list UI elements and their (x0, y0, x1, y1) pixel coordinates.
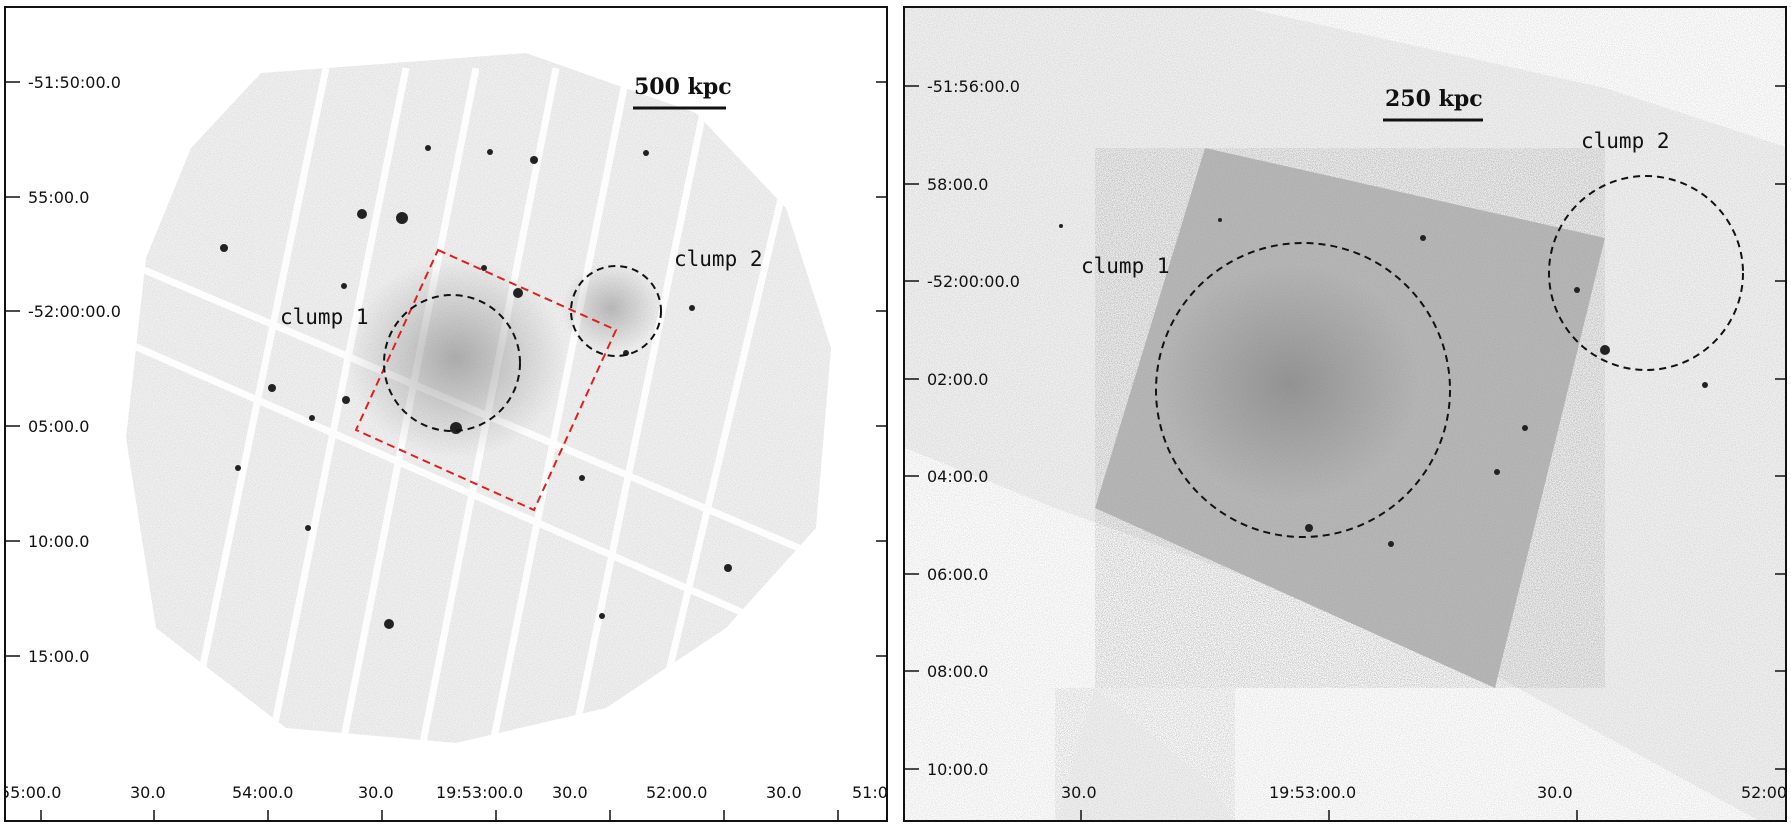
left-clump-1-label: clump 1 (280, 305, 369, 329)
right-x-tick-1: 30.0 (1061, 783, 1097, 802)
left-axis-ticks (6, 81, 886, 820)
left-x-tick-1: 55:00.0 (6, 783, 61, 802)
left-y-tick-5: 10:00.0 (28, 532, 89, 551)
left-red-dashed-region-box (354, 248, 618, 512)
right-y-tick-3: -52:00:00.0 (927, 272, 1020, 291)
left-x-tick-7: 52:00.0 (646, 783, 707, 802)
right-y-tick-2: 58:00.0 (927, 175, 988, 194)
right-y-tick-7: 08:00.0 (927, 662, 988, 681)
right-x-tick-3: 30.0 (1537, 783, 1573, 802)
left-x-tick-4: 30.0 (358, 783, 394, 802)
right-inner-chip (1095, 148, 1605, 688)
left-y-tick-6: 15:00.0 (28, 647, 89, 666)
left-clump-2-circle (570, 265, 662, 357)
left-y-tick-4: 05:00.0 (28, 417, 89, 436)
right-image-canvas: clump 1 clump 2 250 kpc -51:56:00.0 58:0… (905, 8, 1787, 820)
right-y-tick-4: 02:00.0 (927, 370, 988, 389)
left-x-tick-9: 51:0 (852, 783, 888, 802)
left-x-tick-3: 54:00.0 (232, 783, 293, 802)
left-x-tick-8: 30.0 (766, 783, 802, 802)
right-y-tick-8: 10:00.0 (927, 760, 988, 779)
right-y-tick-6: 06:00.0 (927, 565, 988, 584)
right-clump-1-circle (1155, 242, 1451, 538)
right-axis-ticks (905, 85, 1785, 820)
right-clump-1-label: clump 1 (1081, 254, 1170, 278)
left-y-tick-3: -52:00:00.0 (28, 302, 121, 321)
right-xray-image-panel: clump 1 clump 2 250 kpc -51:56:00.0 58:0… (903, 6, 1787, 822)
right-x-tick-2: 19:53:00.0 (1269, 783, 1356, 802)
right-y-tick-1: -51:56:00.0 (927, 77, 1020, 96)
right-clump-2-label: clump 2 (1581, 129, 1670, 153)
left-x-tick-6: 30.0 (552, 783, 588, 802)
left-scale-bar-label: 500 kpc (634, 74, 732, 100)
left-xray-image-panel: clump 1 clump 2 500 kpc -51:50:00.0 55:0… (4, 6, 888, 822)
left-x-tick-2: 30.0 (130, 783, 166, 802)
left-y-tick-2: 55:00.0 (28, 188, 89, 207)
right-point-sources (1059, 218, 1708, 547)
left-x-tick-5: 19:53:00.0 (436, 783, 523, 802)
left-y-tick-1: -51:50:00.0 (28, 73, 121, 92)
right-x-tick-4: 52:00 (1741, 783, 1787, 802)
right-scale-bar-label: 250 kpc (1385, 86, 1483, 112)
right-clump-2-circle (1548, 175, 1744, 371)
left-field-of-view (126, 53, 831, 743)
right-y-tick-5: 04:00.0 (927, 467, 988, 486)
left-clump-2-label: clump 2 (674, 247, 763, 271)
left-image-canvas: clump 1 clump 2 500 kpc -51:50:00.0 55:0… (6, 53, 888, 820)
left-clump-1-circle (383, 294, 521, 432)
